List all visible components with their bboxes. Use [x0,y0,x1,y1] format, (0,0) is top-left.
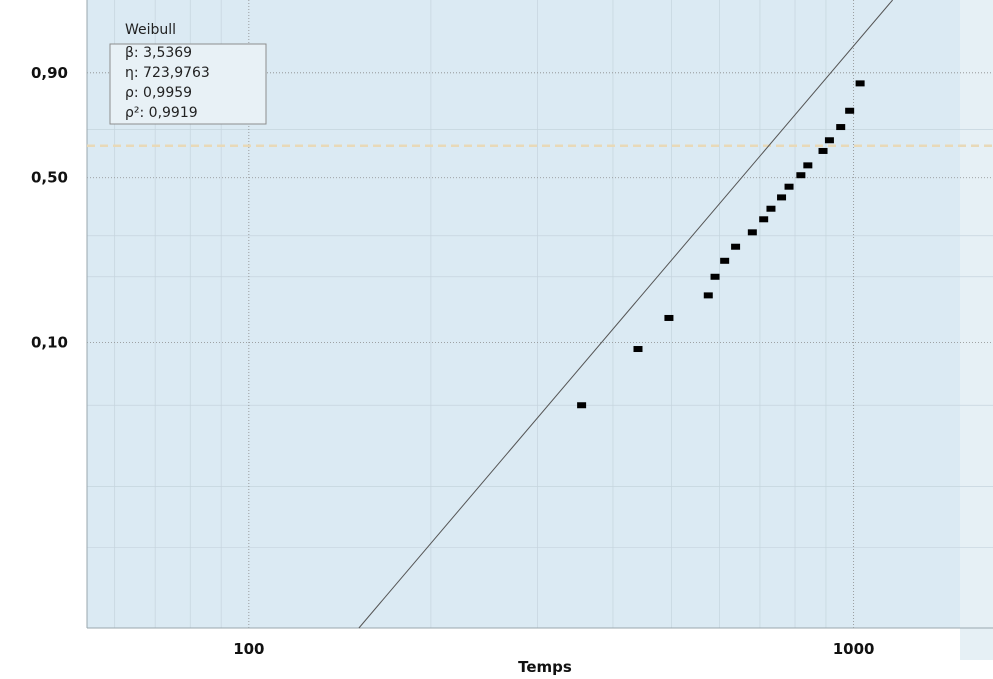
legend-title: Weibull [125,22,176,38]
data-point [784,183,794,190]
legend-line-rho-squared: ρ²: 0,9919 [125,105,198,121]
frame-right-strip [960,0,993,660]
data-point [703,292,713,299]
data-point [577,402,587,409]
data-point [803,162,813,169]
data-points [577,80,865,409]
legend-line-eta: η: 723,9763 [125,65,210,81]
minor-grid [87,0,993,628]
data-point [818,147,828,154]
x-axis-title: Temps [518,658,572,675]
data-point [796,172,806,179]
y-tick-label: 0,10 [31,333,68,351]
x-tick-label: 1000 [833,640,875,658]
y-tick-labels: 0,90 0,50 0,10 [31,64,68,352]
data-point [824,137,834,144]
data-point [731,243,741,250]
data-point [777,194,787,201]
data-point [759,216,769,223]
data-point [855,80,865,87]
x-tick-labels: 100 1000 [233,640,874,658]
data-point [633,346,643,353]
legend-line-beta: β: 3,5369 [125,45,192,61]
data-point [664,314,674,321]
data-point [747,229,757,236]
data-point [836,124,846,131]
data-point [710,273,720,280]
legend-line-rho: ρ: 0,9959 [125,85,192,101]
data-point [845,107,855,114]
y-tick-label: 0,90 [31,64,68,82]
weibull-fit-line [358,0,893,629]
legend-box [109,43,267,125]
data-point [720,257,730,264]
data-point [766,205,776,212]
x-tick-label: 100 [233,640,264,658]
y-tick-label: 0,50 [31,169,68,187]
legend: Weibull β: 3,5369 η: 723,9763 ρ: 0,9959 … [109,22,267,125]
